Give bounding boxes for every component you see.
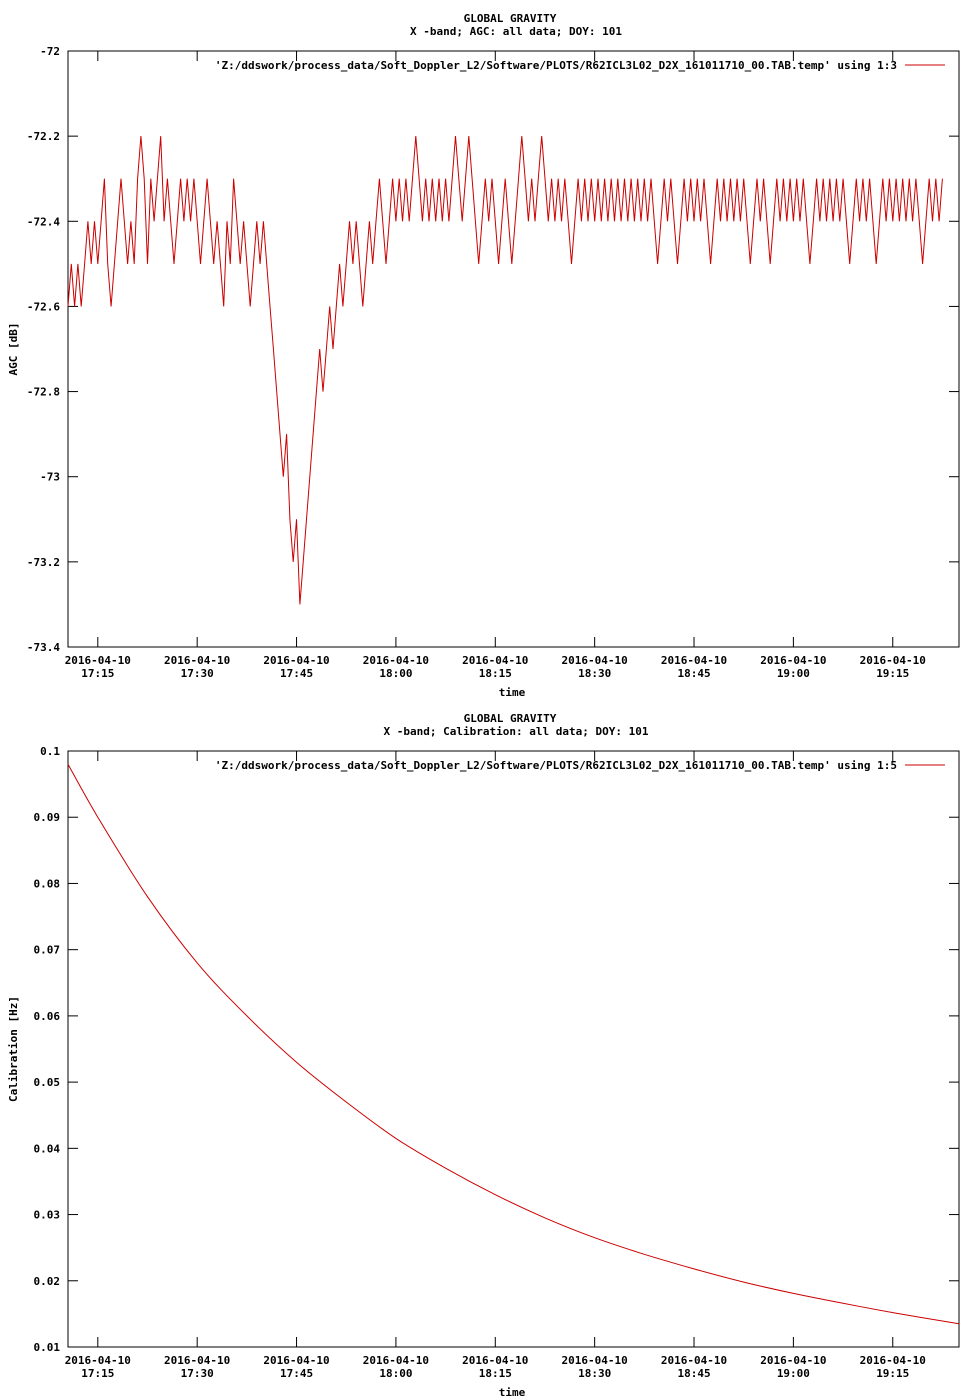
x-tick-label-date: 2016-04-10 <box>562 654 628 667</box>
x-tick-label-date: 2016-04-10 <box>562 1354 628 1367</box>
x-tick-label-date: 2016-04-10 <box>65 654 131 667</box>
x-tick-label-time: 18:15 <box>479 667 512 680</box>
x-tick-label-date: 2016-04-10 <box>760 1354 826 1367</box>
y-tick-label: 0.08 <box>34 877 61 890</box>
y-axis-ticks: 0.1 0.09 0.08 0.07 0.06 0.05 0.04 0.03 0.02 0.01 <box>34 745 959 1354</box>
x-tick-label-time: 18:45 <box>677 1367 710 1380</box>
x-axis-label: time <box>499 1386 526 1399</box>
y-axis-label: AGC [dB] <box>7 323 20 376</box>
x-axis-ticks: 2016-04-1017:152016-04-1017:302016-04-10… <box>65 751 926 1380</box>
x-tick-label-date: 2016-04-10 <box>363 654 429 667</box>
legend-label: 'Z:/ddswork/process_data/Soft_Doppler_L2… <box>215 59 897 72</box>
y-tick-label: -73 <box>40 471 60 484</box>
agc-series-line <box>67 136 943 605</box>
legend-label: 'Z:/ddswork/process_data/Soft_Doppler_L2… <box>215 759 897 772</box>
y-tick-label: 0.01 <box>34 1341 61 1354</box>
x-tick-label-time: 17:30 <box>181 667 214 680</box>
x-tick-label-time: 18:30 <box>578 1367 611 1380</box>
x-tick-label-date: 2016-04-10 <box>263 654 329 667</box>
y-tick-label: -72.2 <box>27 130 60 143</box>
plot-area <box>67 750 960 1348</box>
y-tick-label: -72 <box>40 45 60 58</box>
x-tick-label-time: 17:45 <box>280 1367 313 1380</box>
x-tick-label-date: 2016-04-10 <box>65 1354 131 1367</box>
agc-chart: GLOBAL GRAVITY X -band; AGC: all data; D… <box>7 12 960 699</box>
y-tick-label: 0.07 <box>34 944 61 957</box>
x-tick-label-time: 17:45 <box>280 667 313 680</box>
x-tick-label-time: 17:15 <box>81 667 114 680</box>
x-tick-label-time: 19:15 <box>876 1367 909 1380</box>
y-axis-ticks: -72 -72.2 -72.4 -72.6 -72.8 -73 -73.2 -73.4 <box>27 45 959 654</box>
calibration-chart: GLOBAL GRAVITY X -band; Calibration: all… <box>7 712 960 1399</box>
y-tick-label: 0.04 <box>34 1142 61 1155</box>
y-tick-label: 0.05 <box>34 1076 61 1089</box>
y-tick-label: -73.2 <box>27 556 60 569</box>
x-axis-ticks: 2016-04-1017:152016-04-1017:302016-04-10… <box>65 51 926 680</box>
x-tick-label-time: 19:15 <box>876 667 909 680</box>
x-tick-label-date: 2016-04-10 <box>164 654 230 667</box>
y-tick-label: -72.8 <box>27 386 60 399</box>
y-tick-label: 0.06 <box>34 1010 61 1023</box>
x-tick-label-date: 2016-04-10 <box>860 1354 926 1367</box>
x-tick-label-date: 2016-04-10 <box>462 654 528 667</box>
x-tick-label-time: 18:30 <box>578 667 611 680</box>
x-tick-label-time: 17:30 <box>181 1367 214 1380</box>
x-tick-label-time: 18:45 <box>677 667 710 680</box>
x-tick-label-date: 2016-04-10 <box>363 1354 429 1367</box>
x-tick-label-date: 2016-04-10 <box>760 654 826 667</box>
chart-title: GLOBAL GRAVITY <box>464 12 557 25</box>
chart-title: GLOBAL GRAVITY <box>464 712 557 725</box>
x-tick-label-time: 19:00 <box>777 667 810 680</box>
x-tick-label-date: 2016-04-10 <box>661 1354 727 1367</box>
plot-area <box>67 50 960 648</box>
x-tick-label-date: 2016-04-10 <box>164 1354 230 1367</box>
x-axis-label: time <box>499 686 526 699</box>
y-tick-label: -73.4 <box>27 641 60 654</box>
y-tick-label: -72.6 <box>27 300 60 313</box>
x-tick-label-date: 2016-04-10 <box>661 654 727 667</box>
y-tick-label: 0.03 <box>34 1209 61 1222</box>
x-tick-label-time: 19:00 <box>777 1367 810 1380</box>
x-tick-label-time: 18:15 <box>479 1367 512 1380</box>
x-tick-label-time: 18:00 <box>379 667 412 680</box>
y-axis-label: Calibration [Hz] <box>7 996 20 1102</box>
chart-subtitle: X -band; Calibration: all data; DOY: 101 <box>384 725 649 738</box>
y-tick-label: 0.1 <box>40 745 60 758</box>
x-tick-label-time: 18:00 <box>379 1367 412 1380</box>
x-tick-label-time: 17:15 <box>81 1367 114 1380</box>
y-tick-label: 0.09 <box>34 811 61 824</box>
x-tick-label-date: 2016-04-10 <box>860 654 926 667</box>
chart-subtitle: X -band; AGC: all data; DOY: 101 <box>410 25 622 38</box>
y-tick-label: -72.4 <box>27 215 60 228</box>
y-tick-label: 0.02 <box>34 1275 61 1288</box>
x-tick-label-date: 2016-04-10 <box>263 1354 329 1367</box>
calibration-series-line <box>67 763 960 1325</box>
x-tick-label-date: 2016-04-10 <box>462 1354 528 1367</box>
